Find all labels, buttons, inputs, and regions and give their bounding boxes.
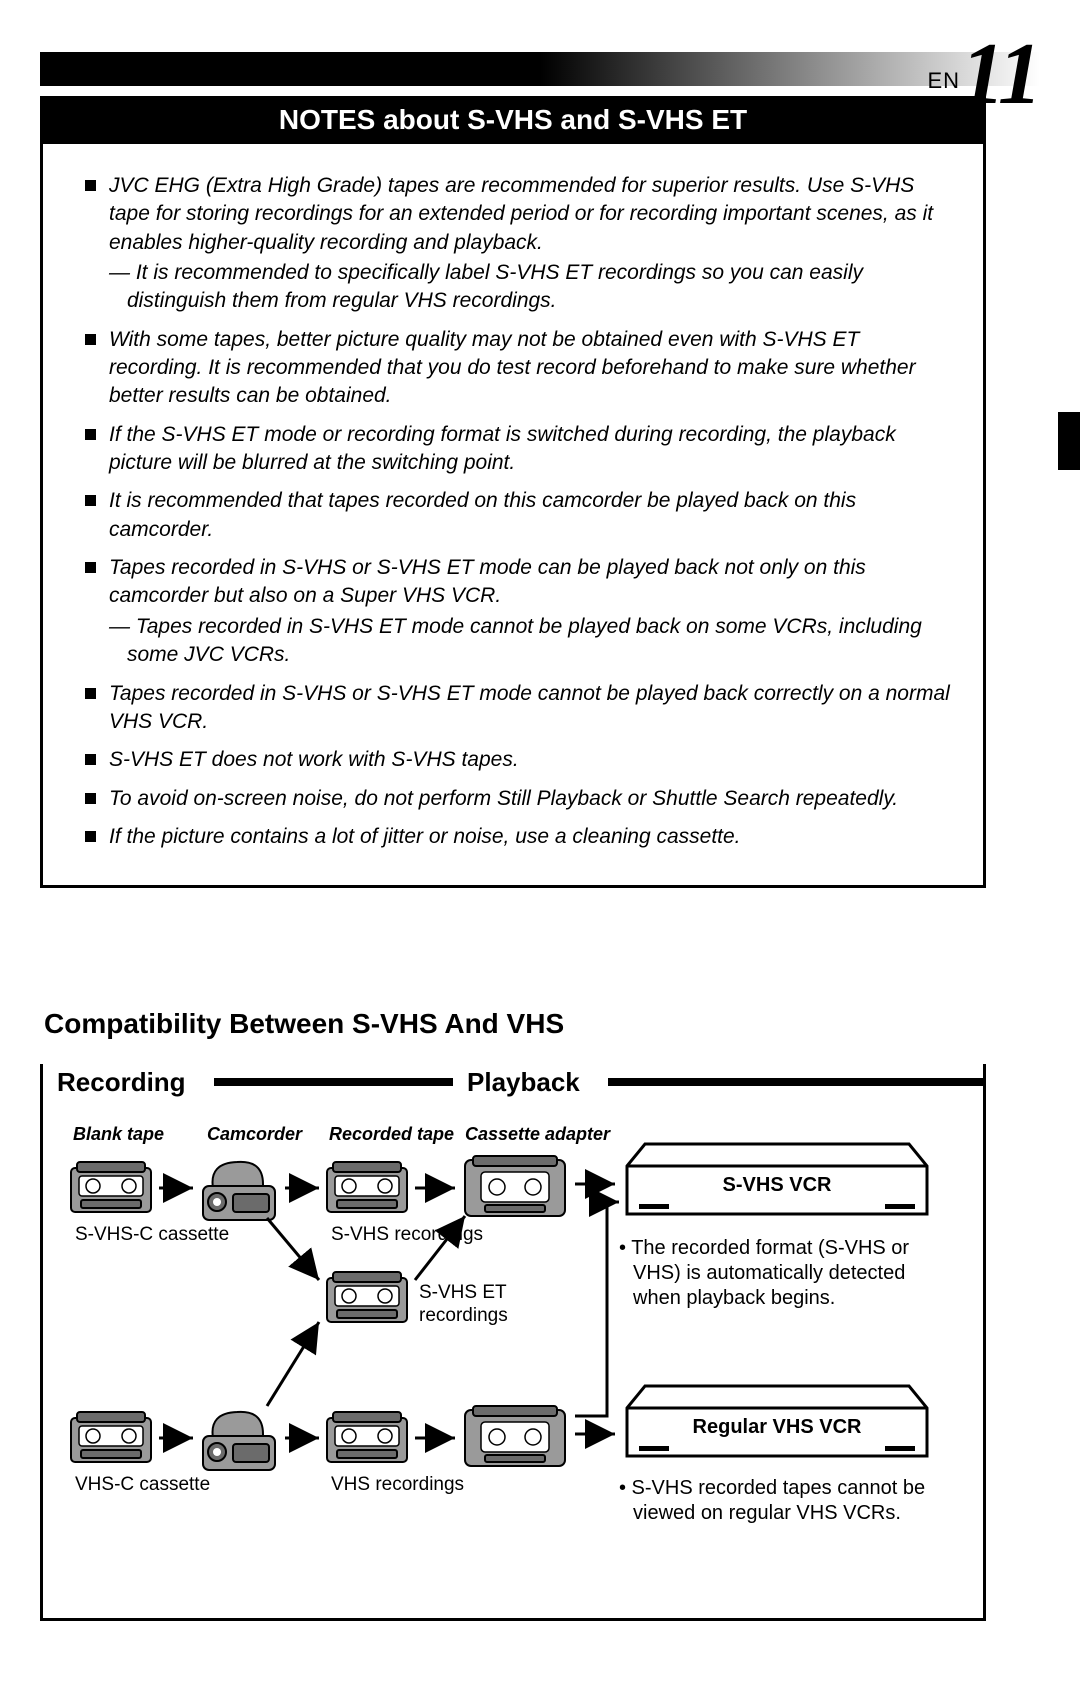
note-text: With some tapes, better picture quality …	[109, 328, 916, 408]
caption-text: S-VHS ET recordings	[419, 1282, 508, 1326]
note-item: JVC EHG (Extra High Grade) tapes are rec…	[85, 172, 955, 316]
note-auto-detect: • The recorded format (S-VHS or VHS) is …	[619, 1236, 939, 1311]
note-text: JVC EHG (Extra High Grade) tapes are rec…	[109, 174, 933, 254]
recording-playback-header: Recording Playback	[43, 1064, 983, 1102]
caption-svhset-recordings: S-VHS ET recordings	[419, 1282, 539, 1328]
note-item: S-VHS ET does not work with S-VHS tapes.	[85, 746, 955, 774]
note-text: If the S-VHS ET mode or recording format…	[109, 423, 896, 474]
note-item: If the picture contains a lot of jitter …	[85, 823, 955, 851]
svhset-recordings-icon	[327, 1272, 407, 1322]
svhs-vcr-label: S-VHS VCR	[667, 1174, 887, 1197]
notes-list: JVC EHG (Extra High Grade) tapes are rec…	[85, 172, 955, 851]
compatibility-box: Recording Playback Blank tape Camcorder …	[40, 1064, 986, 1621]
caption-vhs-recordings: VHS recordings	[331, 1474, 464, 1497]
section-title: NOTES about S-VHS and S-VHS ET	[40, 96, 986, 144]
note-text: S-VHS ET does not work with S-VHS tapes.	[109, 748, 519, 771]
notes-box: JVC EHG (Extra High Grade) tapes are rec…	[40, 144, 986, 888]
caption-vhsc-cassette: VHS-C cassette	[75, 1474, 210, 1497]
note-item: It is recommended that tapes recorded on…	[85, 487, 955, 544]
caption-text: VHS recordings	[331, 1474, 464, 1495]
page-language-label: EN	[927, 68, 960, 94]
vhsc-cassette-icon	[71, 1412, 151, 1462]
compatibility-heading: Compatibility Between S-VHS And VHS	[44, 1008, 1040, 1040]
note-subtext: — It is recommended to specifically labe…	[109, 259, 955, 316]
note-subtext: — Tapes recorded in S-VHS ET mode cannot…	[109, 613, 955, 670]
caption-svhsc-cassette: S-VHS-C cassette	[75, 1224, 229, 1247]
side-tab	[1058, 412, 1080, 470]
note-item: Tapes recorded in S-VHS or S-VHS ET mode…	[85, 554, 955, 669]
caption-svhs-recordings: S-VHS recordings	[331, 1224, 483, 1247]
camcorder-top-icon	[203, 1162, 275, 1220]
adapter-bottom-icon	[465, 1406, 565, 1466]
note-cannot-view: • S-VHS recorded tapes cannot be viewed …	[619, 1476, 949, 1526]
svhs-recordings-icon	[327, 1162, 407, 1212]
page-header: EN 11 NOTES about S-VHS and S-VHS ET	[40, 40, 1040, 140]
adapter-top-icon	[465, 1156, 565, 1216]
compatibility-diagram: Blank tape Camcorder Recorded tape Casse…	[67, 1124, 959, 1554]
note-text: It is recommended that tapes recorded on…	[109, 489, 856, 540]
header-gradient-bar	[40, 52, 1040, 86]
note-text: If the picture contains a lot of jitter …	[109, 825, 741, 848]
caption-text: S-VHS-C cassette	[75, 1224, 229, 1245]
svhsc-cassette-icon	[71, 1162, 151, 1212]
caption-text: S-VHS recordings	[331, 1224, 483, 1245]
note-text: Tapes recorded in S-VHS or S-VHS ET mode…	[109, 682, 950, 733]
note-text: Tapes recorded in S-VHS or S-VHS ET mode…	[109, 556, 866, 607]
playback-label: Playback	[453, 1064, 590, 1102]
recording-label: Recording	[43, 1064, 196, 1102]
vhs-recordings-icon	[327, 1412, 407, 1462]
camcorder-bottom-icon	[203, 1412, 275, 1470]
note-item: To avoid on-screen noise, do not perform…	[85, 785, 955, 813]
note-item: Tapes recorded in S-VHS or S-VHS ET mode…	[85, 680, 955, 737]
regular-vcr-label: Regular VHS VCR	[657, 1416, 897, 1439]
note-item: If the S-VHS ET mode or recording format…	[85, 421, 955, 478]
caption-text: VHS-C cassette	[75, 1474, 210, 1495]
note-text: To avoid on-screen noise, do not perform…	[109, 787, 898, 810]
note-item: With some tapes, better picture quality …	[85, 326, 955, 411]
